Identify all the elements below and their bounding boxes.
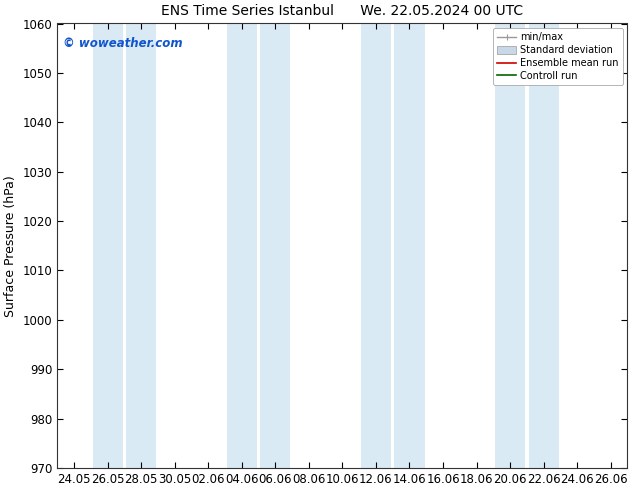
Bar [529, 24, 559, 468]
Bar [227, 24, 257, 468]
Bar [394, 24, 425, 468]
Title: ENS Time Series Istanbul      We. 22.05.2024 00 UTC: ENS Time Series Istanbul We. 22.05.2024 … [161, 4, 524, 18]
Bar [260, 24, 290, 468]
Bar [126, 24, 156, 468]
Bar [361, 24, 391, 468]
Legend: min/max, Standard deviation, Ensemble mean run, Controll run: min/max, Standard deviation, Ensemble me… [493, 28, 623, 85]
Text: © woweather.com: © woweather.com [63, 37, 183, 50]
Y-axis label: Surface Pressure (hPa): Surface Pressure (hPa) [4, 175, 17, 317]
Bar [495, 24, 525, 468]
Bar [93, 24, 123, 468]
